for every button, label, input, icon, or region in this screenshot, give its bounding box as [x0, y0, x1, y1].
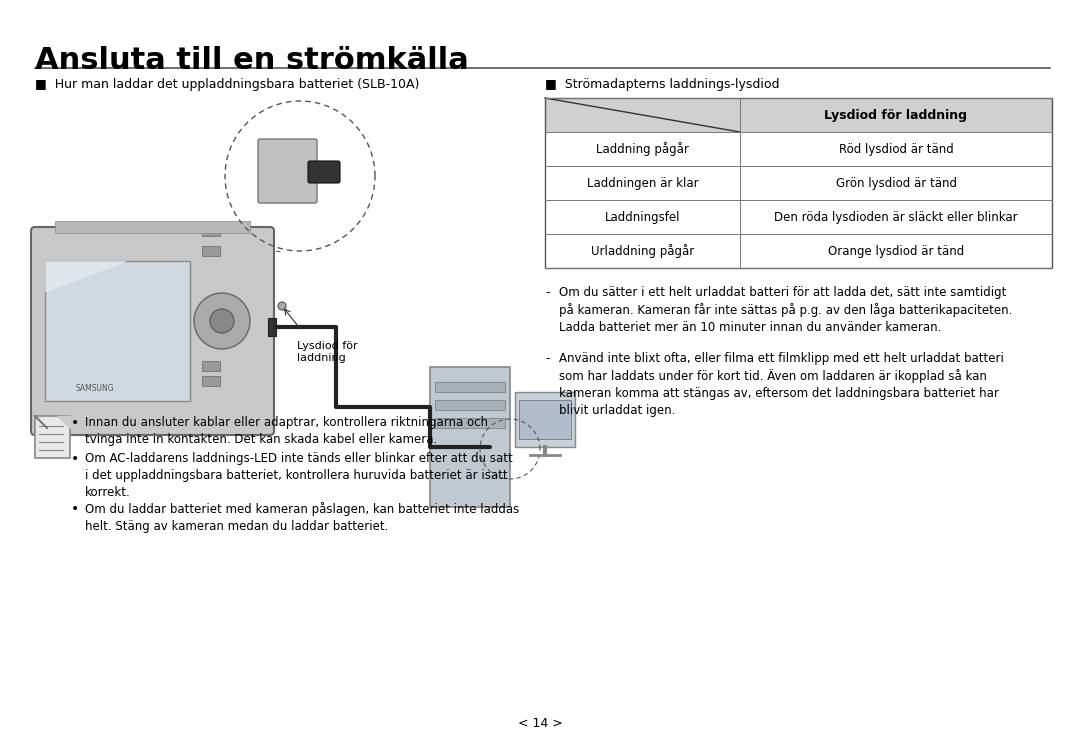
- Bar: [45, 261, 190, 401]
- Text: Om du sätter i ett helt urladdat batteri för att ladda det, sätt inte samtidigt
: Om du sätter i ett helt urladdat batteri…: [559, 286, 1012, 334]
- Text: -: -: [545, 352, 550, 365]
- Bar: [430, 367, 510, 507]
- Bar: [202, 361, 220, 371]
- FancyBboxPatch shape: [31, 227, 274, 435]
- Bar: [55, 221, 249, 233]
- Bar: [435, 400, 505, 410]
- Bar: [519, 400, 571, 439]
- Text: Innan du ansluter kablar eller adaptrar, kontrollera riktningarna och
tvinga int: Innan du ansluter kablar eller adaptrar,…: [85, 416, 488, 446]
- Text: ■  Hur man laddar det uppladdningsbara batteriet (SLB-10A): ■ Hur man laddar det uppladdningsbara ba…: [35, 78, 419, 91]
- Text: •: •: [71, 452, 79, 466]
- Bar: [545, 166, 1052, 200]
- Bar: [545, 200, 1052, 234]
- Text: Grön lysdiod är tänd: Grön lysdiod är tänd: [836, 177, 957, 189]
- Text: Den röda lysdioden är släckt eller blinkar: Den röda lysdioden är släckt eller blink…: [774, 210, 1017, 224]
- Text: Röd lysdiod är tänd: Röd lysdiod är tänd: [839, 142, 954, 155]
- Bar: [545, 98, 1052, 132]
- Bar: [435, 382, 505, 392]
- Text: ■  Strömadapterns laddnings-lysdiod: ■ Strömadapterns laddnings-lysdiod: [545, 78, 780, 91]
- FancyBboxPatch shape: [258, 139, 318, 203]
- Text: Laddningen är klar: Laddningen är klar: [586, 177, 699, 189]
- Circle shape: [278, 302, 286, 310]
- Text: Lysdiod för laddning: Lysdiod för laddning: [824, 108, 968, 122]
- Text: Ansluta till en strömkälla: Ansluta till en strömkälla: [35, 46, 469, 75]
- Bar: [545, 234, 1052, 268]
- Bar: [202, 376, 220, 386]
- Text: Laddningsfel: Laddningsfel: [605, 210, 680, 224]
- Text: Om du laddar batteriet med kameran påslagen, kan batteriet inte laddas
helt. Stä: Om du laddar batteriet med kameran påsla…: [85, 502, 519, 533]
- Bar: [202, 246, 220, 256]
- Text: Orange lysdiod är tänd: Orange lysdiod är tänd: [828, 245, 964, 257]
- Text: Om AC-laddarens laddnings-LED inte tänds eller blinkar efter att du satt
i det u: Om AC-laddarens laddnings-LED inte tänds…: [85, 452, 513, 499]
- Text: •: •: [71, 502, 79, 516]
- FancyBboxPatch shape: [308, 161, 340, 183]
- Text: SAMSUNG: SAMSUNG: [75, 384, 113, 393]
- Text: < 14 >: < 14 >: [517, 717, 563, 730]
- Bar: [545, 98, 1052, 268]
- Bar: [268, 318, 276, 336]
- Text: •: •: [71, 416, 79, 430]
- Text: Använd inte blixt ofta, eller filma ett filmklipp med ett helt urladdat batteri
: Använd inte blixt ofta, eller filma ett …: [559, 352, 1004, 417]
- FancyBboxPatch shape: [487, 436, 505, 456]
- Bar: [545, 132, 1052, 166]
- Bar: [435, 418, 505, 428]
- Circle shape: [194, 293, 249, 349]
- Text: Lysdiod för
laddning: Lysdiod för laddning: [297, 341, 357, 363]
- Circle shape: [210, 309, 234, 333]
- Text: -: -: [545, 286, 550, 299]
- Polygon shape: [57, 416, 70, 428]
- Text: Laddning pågår: Laddning pågår: [596, 142, 689, 156]
- Bar: [202, 226, 220, 236]
- Bar: [515, 392, 575, 447]
- FancyBboxPatch shape: [35, 416, 70, 458]
- Text: Urladdning pågår: Urladdning pågår: [591, 244, 694, 258]
